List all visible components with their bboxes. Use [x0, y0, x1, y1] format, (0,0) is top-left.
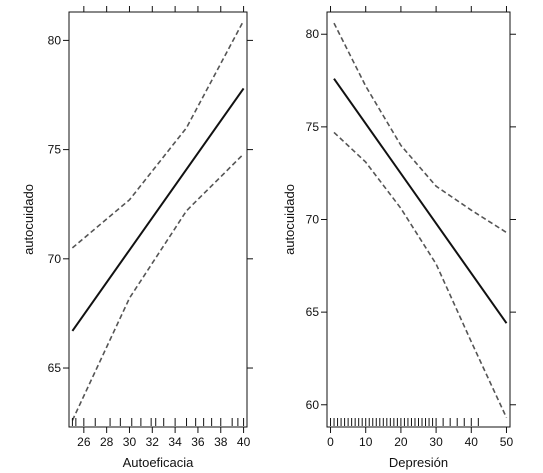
autoeficacia-plot-frame	[68, 11, 248, 428]
autoeficacia-y-tick-label: 70	[48, 252, 62, 266]
autoeficacia-x-tick-label: 32	[146, 435, 160, 449]
autoeficacia-confidence-band-line	[71, 20, 245, 249]
depresion-confidence-band-line	[333, 131, 508, 419]
depresion-x-axis-label: Depresión	[389, 455, 448, 470]
autoeficacia-x-tick-label: 38	[214, 435, 228, 449]
panel-depresion: 0 10 20 30 40 50 60 65 70 75 80 Depresión autocuidad…	[282, 6, 516, 470]
depresion-x-tick-label: 10	[359, 435, 373, 449]
autoeficacia-fit-line	[71, 87, 245, 332]
autoeficacia-x-tick-label: 26	[77, 435, 91, 449]
depresion-x-tick-label: 40	[465, 435, 479, 449]
autoeficacia-y-tick-label: 80	[48, 33, 62, 47]
autoeficacia-x-tick-label: 28	[100, 435, 114, 449]
depresion-x-tick-label: 50	[500, 435, 514, 449]
autoeficacia-y-tick-label: 75	[48, 143, 62, 157]
depresion-y-tick-label: 65	[306, 305, 320, 319]
depresion-x-tick-label: 30	[429, 435, 443, 449]
depresion-plot-frame	[326, 11, 511, 428]
autoeficacia-y-tick-label: 65	[48, 361, 62, 375]
depresion-y-tick-label: 60	[306, 398, 320, 412]
depresion-x-tick-label: 0	[327, 435, 334, 449]
depresion-confidence-band-line	[333, 22, 507, 234]
autoeficacia-y-axis-label: autocuidado	[21, 184, 36, 255]
autoeficacia-x-tick-label: 30	[123, 435, 137, 449]
autoeficacia-confidence-band-line	[71, 153, 245, 421]
depresion-y-axis-label: autocuidado	[282, 184, 297, 255]
panel-autoeficacia: 26 28 30 32 34 36 38 40 65 70 75 80 Autoeficacia auto…	[21, 6, 253, 470]
autoeficacia-x-tick-label: 36	[191, 435, 205, 449]
depresion-y-tick-label: 75	[306, 120, 320, 134]
autoeficacia-x-axis-label: Autoeficacia	[123, 455, 195, 470]
depresion-fit-line	[333, 78, 508, 324]
depresion-x-tick-label: 20	[394, 435, 408, 449]
autoeficacia-x-tick-label: 40	[237, 435, 251, 449]
depresion-y-tick-label: 70	[306, 213, 320, 227]
depresion-y-tick-label: 80	[306, 27, 320, 41]
autoeficacia-x-tick-label: 34	[168, 435, 182, 449]
